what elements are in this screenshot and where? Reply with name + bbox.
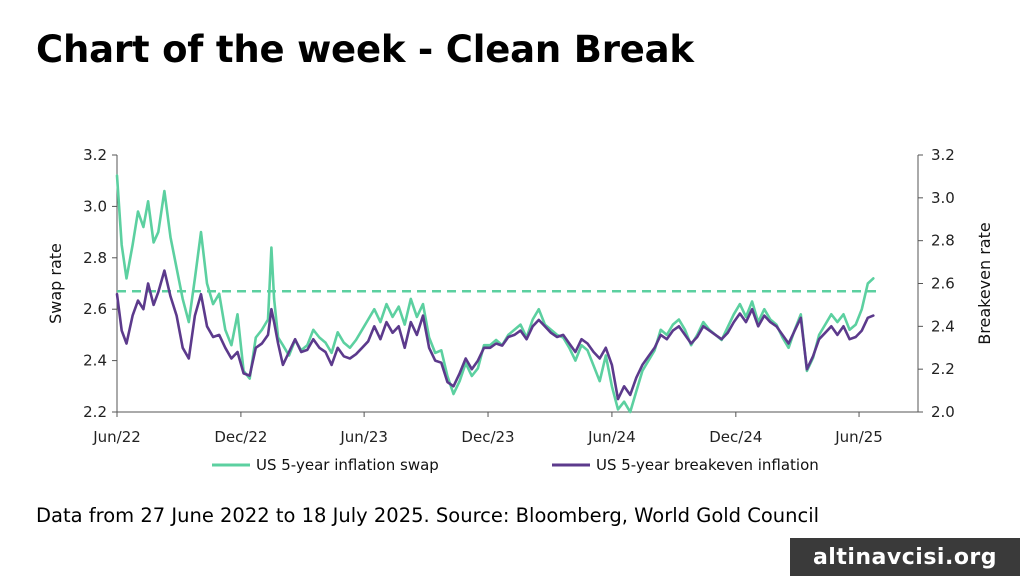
legend-label: US 5-year breakeven inflation	[596, 456, 819, 474]
series-line-breakeven-inflation	[115, 269, 875, 401]
x-tick-label: Dec/22	[214, 428, 267, 446]
right-tick-label: 2.6	[931, 275, 955, 293]
right-tick-label: 2.8	[931, 232, 955, 250]
page-title: Chart of the week - Clean Break	[36, 28, 694, 71]
watermark: altinavcisi.org	[790, 538, 1020, 576]
left-tick-label: 3.2	[83, 146, 107, 164]
chart-axes	[116, 155, 919, 413]
source-note: Data from 27 June 2022 to 18 July 2025. …	[36, 504, 820, 527]
left-tick-label: 2.2	[83, 403, 107, 421]
right-tick-label: 3.0	[931, 189, 955, 207]
left-tick-label: 2.4	[83, 352, 107, 370]
x-tick-label: Jun/25	[834, 428, 883, 446]
left-tick-label: 2.8	[83, 249, 107, 267]
x-tick-label: Jun/24	[587, 428, 636, 446]
x-tick-label: Dec/24	[709, 428, 762, 446]
right-tick-label: 3.2	[931, 146, 955, 164]
left-tick-label: 3.0	[83, 197, 107, 215]
chart: 2.2 2.4 2.6 2.8 3.0 3.2 2.0 2.2 2.4 2.6 2.8 3.0 3.2 J…	[46, 146, 994, 474]
chart-lines	[115, 174, 878, 414]
chart-legend: US 5-year inflation swap US 5-year breake…	[212, 456, 819, 474]
series-line-inflation-swap	[115, 174, 875, 414]
right-tick-label: 2.0	[931, 403, 955, 421]
right-tick-label: 2.2	[931, 360, 955, 378]
x-tick-label: Jun/23	[339, 428, 388, 446]
x-tick-label: Jun/22	[92, 428, 141, 446]
left-axis-title: Swap rate	[46, 243, 65, 324]
chart-ticks: 2.2 2.4 2.6 2.8 3.0 3.2 2.0 2.2 2.4 2.6 2.8 3.0 3.2 J…	[46, 146, 994, 446]
x-tick-label: Dec/23	[461, 428, 514, 446]
right-tick-label: 2.4	[931, 317, 955, 335]
legend-label: US 5-year inflation swap	[256, 456, 439, 474]
right-axis-title: Breakeven rate	[975, 222, 994, 344]
left-tick-label: 2.6	[83, 300, 107, 318]
